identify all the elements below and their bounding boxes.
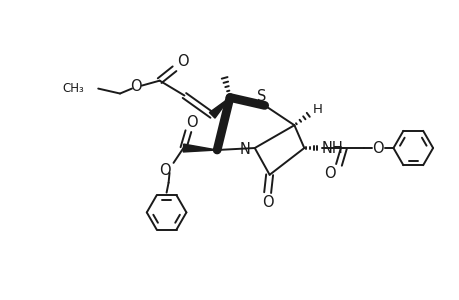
Text: O: O: [130, 79, 141, 94]
Text: N: N: [239, 142, 250, 157]
Polygon shape: [209, 98, 230, 118]
Text: NH: NH: [320, 140, 342, 155]
Text: O: O: [158, 163, 170, 178]
Text: H: H: [313, 103, 322, 116]
Text: O: O: [186, 115, 198, 130]
Text: O: O: [261, 195, 273, 210]
Text: O: O: [324, 166, 335, 181]
Text: S: S: [257, 89, 266, 104]
Polygon shape: [183, 144, 217, 152]
Text: CH₃: CH₃: [62, 82, 84, 95]
Text: O: O: [177, 54, 189, 69]
Text: O: O: [371, 140, 383, 155]
